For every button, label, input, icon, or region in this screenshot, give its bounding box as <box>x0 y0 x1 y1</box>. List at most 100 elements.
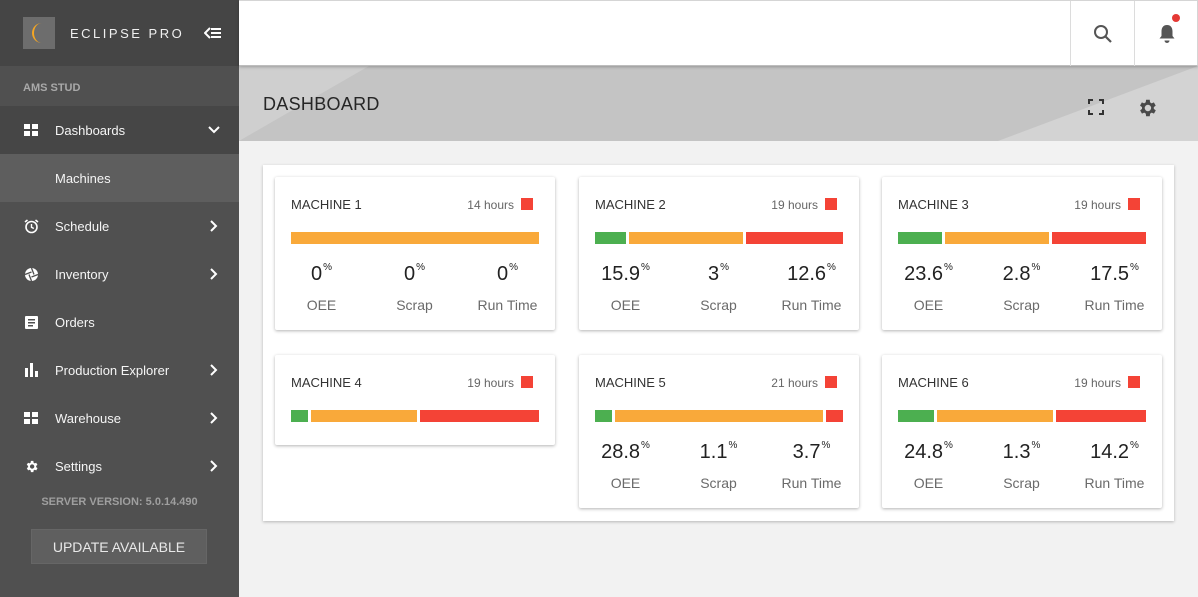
bar-segment <box>945 232 1049 244</box>
machine-card[interactable]: MACHINE 5 21 hours 28.8% OEE 1.1% Scrap … <box>579 355 859 508</box>
notification-badge <box>1172 14 1180 22</box>
chevron-down-icon <box>207 123 221 137</box>
sidebar: ECLIPSE PRO AMS STUD Dashboards Machines… <box>0 0 239 597</box>
metric-value: 17.5% <box>1090 262 1139 285</box>
machine-hours: 19 hours <box>771 198 818 212</box>
machine-card[interactable]: MACHINE 1 14 hours 0% OEE 0% Scrap 0% Ru… <box>275 177 555 330</box>
sidebar-item-label: Machines <box>55 170 111 186</box>
metric-value: 0% <box>403 262 426 285</box>
bar-chart-icon <box>23 362 39 378</box>
metric-label: OEE <box>913 475 944 491</box>
machine-hours: 21 hours <box>771 376 818 390</box>
sidebar-item-settings[interactable]: Settings <box>0 442 239 490</box>
status-bar <box>898 232 1146 244</box>
chevron-right-icon <box>207 267 221 281</box>
machine-hours: 14 hours <box>467 198 514 212</box>
crescent-moon-icon <box>32 23 42 43</box>
bell-icon <box>1159 24 1174 43</box>
dashboard-panel: MACHINE 1 14 hours 0% OEE 0% Scrap 0% Ru… <box>263 165 1174 521</box>
page-header: DASHBOARD <box>239 66 1198 141</box>
brand-name: ECLIPSE PRO <box>70 25 185 41</box>
metric-run-time: 3.7% Run Time <box>765 440 858 491</box>
bar-segment <box>629 232 743 244</box>
bar-segment <box>595 410 612 422</box>
bar-segment <box>291 410 308 422</box>
chevron-right-icon <box>207 219 221 233</box>
top-bar <box>239 0 1198 66</box>
page-title: DASHBOARD <box>263 94 380 114</box>
metric-label: Run Time <box>781 475 842 491</box>
bar-segment <box>746 232 843 244</box>
notifications-button[interactable] <box>1134 1 1198 66</box>
dashboard-settings-button[interactable] <box>1136 97 1158 119</box>
sidebar-item-production-explorer[interactable]: Production Explorer <box>0 346 239 394</box>
metric-label: Scrap <box>700 475 737 491</box>
section-label: AMS STUD <box>23 82 81 94</box>
machine-hours: 19 hours <box>1074 198 1121 212</box>
machine-card[interactable]: MACHINE 4 19 hours <box>275 355 555 445</box>
status-indicator <box>1128 198 1140 210</box>
metric-value: 28.8% <box>601 440 650 463</box>
status-bar <box>595 410 843 422</box>
header-decoration <box>998 66 1198 141</box>
bar-segment <box>898 410 934 422</box>
metric-value: 3% <box>707 262 730 285</box>
logo[interactable] <box>23 17 55 49</box>
machine-card[interactable]: MACHINE 2 19 hours 15.9% OEE 3% Scrap 12… <box>579 177 859 330</box>
metric-oee: 28.8% OEE <box>579 440 672 491</box>
metric-label: Scrap <box>396 297 433 313</box>
bar-segment <box>937 410 1053 422</box>
status-indicator <box>825 198 837 210</box>
bar-segment <box>291 232 539 244</box>
sidebar-item-label: Inventory <box>55 266 109 282</box>
bar-segment <box>595 232 626 244</box>
sidebar-item-inventory[interactable]: Inventory <box>0 250 239 298</box>
update-available-button[interactable]: UPDATE AVAILABLE <box>31 529 207 564</box>
metric-run-time: 17.5% Run Time <box>1068 262 1161 313</box>
metric-value: 14.2% <box>1090 440 1139 463</box>
metric-oee: 15.9% OEE <box>579 262 672 313</box>
machine-hours: 19 hours <box>467 376 514 390</box>
collapse-menu-icon <box>204 27 221 39</box>
sidebar-item-label: Dashboards <box>55 122 126 138</box>
metric-label: Run Time <box>781 297 842 313</box>
machine-name: MACHINE 6 <box>898 375 969 390</box>
status-indicator <box>521 198 533 210</box>
collapse-sidebar-button[interactable] <box>203 22 223 44</box>
sidebar-item-warehouse[interactable]: Warehouse <box>0 394 239 442</box>
bar-segment <box>1052 232 1146 244</box>
metric-value: 15.9% <box>601 262 650 285</box>
bar-segment <box>615 410 823 422</box>
fullscreen-icon <box>1088 99 1104 115</box>
metric-label: Run Time <box>477 297 538 313</box>
grid-icon <box>23 122 39 138</box>
status-indicator <box>1128 376 1140 388</box>
machine-card[interactable]: MACHINE 3 19 hours 23.6% OEE 2.8% Scrap … <box>882 177 1162 330</box>
metric-value: 0% <box>496 262 519 285</box>
metric-scrap: 2.8% Scrap <box>975 262 1068 313</box>
grid-icon <box>23 410 39 426</box>
metric-run-time: 12.6% Run Time <box>765 262 858 313</box>
sidebar-item-label: Production Explorer <box>55 362 170 378</box>
sidebar-item-label: Warehouse <box>55 410 121 426</box>
machine-name: MACHINE 1 <box>291 197 362 212</box>
machine-hours: 19 hours <box>1074 376 1121 390</box>
sidebar-item-label: Settings <box>55 458 102 474</box>
machine-name: MACHINE 4 <box>291 375 362 390</box>
machine-name: MACHINE 3 <box>898 197 969 212</box>
status-indicator <box>825 376 837 388</box>
bar-segment <box>420 410 539 422</box>
sidebar-item-machines[interactable]: Machines <box>0 154 239 202</box>
sidebar-item-schedule[interactable]: Schedule <box>0 202 239 250</box>
search-icon <box>1093 24 1112 43</box>
search-button[interactable] <box>1070 1 1134 66</box>
metric-label: OEE <box>306 297 337 313</box>
sidebar-item-dashboards[interactable]: Dashboards <box>0 106 239 154</box>
metric-label: Scrap <box>1003 475 1040 491</box>
sidebar-item-label: Schedule <box>55 218 110 234</box>
metric-label: Scrap <box>700 297 737 313</box>
machine-card[interactable]: MACHINE 6 19 hours 24.8% OEE 1.3% Scrap … <box>882 355 1162 508</box>
metric-value: 2.8% <box>1002 262 1041 285</box>
fullscreen-button[interactable] <box>1085 96 1107 118</box>
sidebar-item-orders[interactable]: Orders <box>0 298 239 346</box>
